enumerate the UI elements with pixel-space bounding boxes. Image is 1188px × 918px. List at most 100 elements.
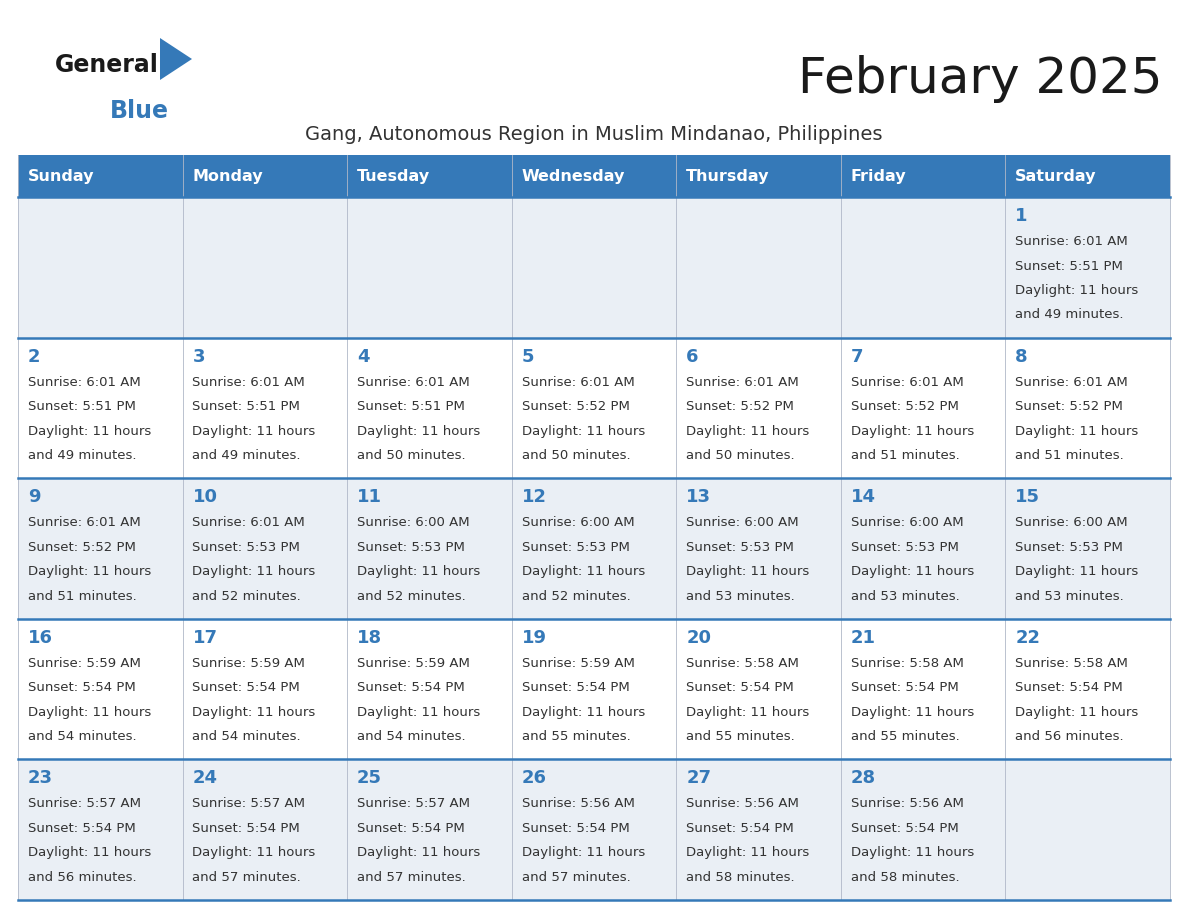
Text: Daylight: 11 hours: Daylight: 11 hours <box>27 565 151 578</box>
FancyBboxPatch shape <box>512 338 676 478</box>
Text: Sunrise: 5:56 AM: Sunrise: 5:56 AM <box>522 798 634 811</box>
Text: Sunset: 5:52 PM: Sunset: 5:52 PM <box>27 541 135 554</box>
Text: and 49 minutes.: and 49 minutes. <box>27 449 137 462</box>
Text: Sunrise: 6:00 AM: Sunrise: 6:00 AM <box>851 516 963 529</box>
Text: Sunrise: 6:01 AM: Sunrise: 6:01 AM <box>192 516 305 529</box>
Text: 24: 24 <box>192 769 217 788</box>
Text: 27: 27 <box>687 769 712 788</box>
FancyBboxPatch shape <box>18 155 183 197</box>
Text: Sunset: 5:54 PM: Sunset: 5:54 PM <box>522 681 630 694</box>
FancyBboxPatch shape <box>18 197 183 338</box>
Text: Sunrise: 5:59 AM: Sunrise: 5:59 AM <box>522 656 634 670</box>
Text: Sunset: 5:52 PM: Sunset: 5:52 PM <box>851 400 959 413</box>
Text: 13: 13 <box>687 488 712 506</box>
Text: Daylight: 11 hours: Daylight: 11 hours <box>687 565 809 578</box>
Text: Blue: Blue <box>110 99 169 123</box>
Text: February 2025: February 2025 <box>798 55 1163 103</box>
FancyBboxPatch shape <box>183 155 347 197</box>
FancyBboxPatch shape <box>676 619 841 759</box>
Text: Sunrise: 5:58 AM: Sunrise: 5:58 AM <box>851 656 963 670</box>
Text: Daylight: 11 hours: Daylight: 11 hours <box>522 425 645 438</box>
Text: Daylight: 11 hours: Daylight: 11 hours <box>192 846 316 859</box>
Text: and 51 minutes.: and 51 minutes. <box>851 449 960 462</box>
Text: Daylight: 11 hours: Daylight: 11 hours <box>1016 425 1138 438</box>
Text: Sunset: 5:54 PM: Sunset: 5:54 PM <box>1016 681 1123 694</box>
Text: Sunrise: 5:57 AM: Sunrise: 5:57 AM <box>192 798 305 811</box>
Text: and 55 minutes.: and 55 minutes. <box>522 731 631 744</box>
Text: 23: 23 <box>27 769 53 788</box>
Text: Sunset: 5:54 PM: Sunset: 5:54 PM <box>192 681 301 694</box>
FancyBboxPatch shape <box>676 478 841 619</box>
FancyBboxPatch shape <box>347 619 512 759</box>
Polygon shape <box>160 38 192 80</box>
Text: Sunrise: 6:01 AM: Sunrise: 6:01 AM <box>1016 375 1129 388</box>
FancyBboxPatch shape <box>512 155 676 197</box>
Text: 14: 14 <box>851 488 876 506</box>
Text: Sunset: 5:52 PM: Sunset: 5:52 PM <box>687 400 794 413</box>
Text: Wednesday: Wednesday <box>522 169 625 184</box>
FancyBboxPatch shape <box>1005 478 1170 619</box>
Text: Daylight: 11 hours: Daylight: 11 hours <box>687 425 809 438</box>
Text: 2: 2 <box>27 348 40 365</box>
Text: Sunrise: 5:57 AM: Sunrise: 5:57 AM <box>358 798 470 811</box>
FancyBboxPatch shape <box>183 197 347 338</box>
Text: Sunset: 5:54 PM: Sunset: 5:54 PM <box>851 822 959 834</box>
Text: 16: 16 <box>27 629 53 647</box>
Text: Daylight: 11 hours: Daylight: 11 hours <box>27 425 151 438</box>
FancyBboxPatch shape <box>1005 759 1170 900</box>
Text: Daylight: 11 hours: Daylight: 11 hours <box>358 565 480 578</box>
Text: Sunrise: 5:59 AM: Sunrise: 5:59 AM <box>358 656 470 670</box>
Text: 11: 11 <box>358 488 383 506</box>
Text: Sunday: Sunday <box>27 169 94 184</box>
Text: Sunset: 5:53 PM: Sunset: 5:53 PM <box>687 541 794 554</box>
Text: 9: 9 <box>27 488 40 506</box>
Text: Sunset: 5:54 PM: Sunset: 5:54 PM <box>358 822 465 834</box>
Text: Sunrise: 6:00 AM: Sunrise: 6:00 AM <box>1016 516 1127 529</box>
FancyBboxPatch shape <box>1005 155 1170 197</box>
Text: Daylight: 11 hours: Daylight: 11 hours <box>1016 565 1138 578</box>
Text: Daylight: 11 hours: Daylight: 11 hours <box>851 706 974 719</box>
Text: and 49 minutes.: and 49 minutes. <box>192 449 301 462</box>
Text: 20: 20 <box>687 629 712 647</box>
Text: Saturday: Saturday <box>1016 169 1097 184</box>
Text: 5: 5 <box>522 348 535 365</box>
FancyBboxPatch shape <box>183 478 347 619</box>
Text: Sunrise: 6:00 AM: Sunrise: 6:00 AM <box>687 516 798 529</box>
FancyBboxPatch shape <box>676 338 841 478</box>
Text: Gang, Autonomous Region in Muslim Mindanao, Philippines: Gang, Autonomous Region in Muslim Mindan… <box>305 125 883 144</box>
Text: Daylight: 11 hours: Daylight: 11 hours <box>358 425 480 438</box>
Text: and 54 minutes.: and 54 minutes. <box>192 731 301 744</box>
Text: 21: 21 <box>851 629 876 647</box>
Text: Sunset: 5:51 PM: Sunset: 5:51 PM <box>27 400 135 413</box>
Text: Sunset: 5:52 PM: Sunset: 5:52 PM <box>522 400 630 413</box>
Text: Sunrise: 5:58 AM: Sunrise: 5:58 AM <box>1016 656 1129 670</box>
FancyBboxPatch shape <box>18 478 183 619</box>
Text: Sunset: 5:54 PM: Sunset: 5:54 PM <box>687 681 794 694</box>
Text: Daylight: 11 hours: Daylight: 11 hours <box>192 706 316 719</box>
Text: and 53 minutes.: and 53 minutes. <box>687 589 795 603</box>
FancyBboxPatch shape <box>183 619 347 759</box>
Text: 17: 17 <box>192 629 217 647</box>
FancyBboxPatch shape <box>841 197 1005 338</box>
Text: Sunset: 5:53 PM: Sunset: 5:53 PM <box>851 541 959 554</box>
Text: Daylight: 11 hours: Daylight: 11 hours <box>851 565 974 578</box>
Text: 3: 3 <box>192 348 206 365</box>
Text: and 54 minutes.: and 54 minutes. <box>27 731 137 744</box>
Text: 28: 28 <box>851 769 876 788</box>
Text: and 57 minutes.: and 57 minutes. <box>192 871 302 884</box>
FancyBboxPatch shape <box>18 338 183 478</box>
Text: Sunrise: 6:01 AM: Sunrise: 6:01 AM <box>192 375 305 388</box>
Text: 19: 19 <box>522 629 546 647</box>
Text: and 58 minutes.: and 58 minutes. <box>687 871 795 884</box>
Text: Friday: Friday <box>851 169 906 184</box>
Text: Daylight: 11 hours: Daylight: 11 hours <box>522 846 645 859</box>
Text: Sunrise: 6:01 AM: Sunrise: 6:01 AM <box>358 375 469 388</box>
FancyBboxPatch shape <box>347 478 512 619</box>
Text: 6: 6 <box>687 348 699 365</box>
Text: Sunset: 5:54 PM: Sunset: 5:54 PM <box>687 822 794 834</box>
Text: Sunset: 5:54 PM: Sunset: 5:54 PM <box>851 681 959 694</box>
FancyBboxPatch shape <box>18 759 183 900</box>
Text: and 54 minutes.: and 54 minutes. <box>358 731 466 744</box>
Text: Daylight: 11 hours: Daylight: 11 hours <box>27 846 151 859</box>
FancyBboxPatch shape <box>347 338 512 478</box>
